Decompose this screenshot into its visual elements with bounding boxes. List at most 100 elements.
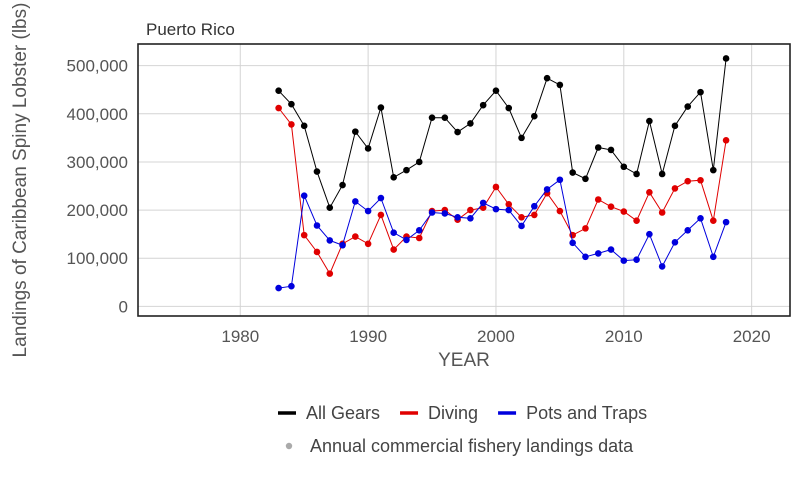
data-point: [492, 183, 500, 191]
data-point: [709, 253, 717, 261]
data-point: [697, 88, 704, 96]
data-point: [607, 146, 615, 154]
data-point: [505, 104, 513, 112]
y-axis-title: Landings of Caribbean Spiny Lobster (lbs…: [10, 3, 31, 358]
data-point: [428, 114, 436, 121]
data-point: [633, 217, 640, 224]
data-point: [300, 122, 308, 130]
legend-label: Pots and Traps: [526, 403, 647, 423]
data-point: [582, 253, 589, 261]
data-point: [275, 284, 282, 292]
data-point: [505, 201, 513, 208]
data-point: [556, 81, 564, 89]
data-point: [467, 206, 474, 214]
x-tick-label: 1990: [349, 327, 387, 346]
data-point: [505, 206, 513, 214]
legend-label: All Gears: [306, 403, 380, 423]
data-point: [377, 211, 385, 219]
legend-label: Diving: [428, 403, 478, 423]
data-point: [658, 209, 666, 216]
data-point: [543, 186, 551, 193]
data-point: [313, 248, 321, 256]
data-point: [518, 134, 525, 142]
panel-border: [137, 43, 791, 317]
legend-item: Pots and Traps: [498, 403, 647, 423]
data-point: [620, 208, 628, 215]
data-point: [531, 202, 538, 210]
data-point: [415, 227, 423, 234]
data-point: [582, 175, 589, 183]
data-point: [697, 176, 704, 184]
data-point: [479, 204, 487, 211]
data-point: [275, 104, 282, 112]
panel-title: Puerto Rico: [146, 20, 235, 39]
series-line-all-gears: [278, 58, 727, 209]
legend-note-marker: [285, 442, 293, 450]
series-pots-and-traps: [275, 176, 730, 292]
y-tick-label: 0: [119, 297, 128, 316]
data-point: [531, 112, 538, 120]
data-point: [531, 211, 538, 219]
data-point: [607, 203, 615, 211]
data-point: [633, 256, 640, 263]
data-point: [364, 145, 372, 152]
x-tick-label: 2020: [733, 327, 771, 346]
x-tick-label: 2010: [605, 327, 643, 346]
y-tick-label: 200,000: [67, 201, 128, 220]
data-point: [633, 170, 640, 178]
series-diving: [275, 104, 730, 277]
data-point: [646, 117, 653, 125]
data-point: [313, 168, 321, 175]
data-point: [556, 207, 564, 215]
data-point: [479, 199, 487, 207]
data-point: [684, 227, 692, 234]
data-point: [492, 205, 500, 213]
data-point: [377, 104, 385, 111]
data-point: [339, 181, 346, 189]
legend-item: Diving: [400, 403, 478, 423]
data-point: [326, 270, 334, 277]
data-point: [722, 55, 730, 62]
data-point: [594, 144, 602, 151]
x-tick-label: 1980: [221, 327, 259, 346]
x-axis-title: YEAR: [438, 350, 490, 371]
data-point: [467, 214, 474, 222]
legend: All Gears Diving Pots and Traps: [278, 403, 647, 423]
data-point: [390, 174, 397, 181]
data-point: [518, 222, 525, 230]
data-point: [288, 100, 295, 108]
data-point: [313, 222, 321, 229]
data-point: [467, 120, 474, 127]
data-point: [352, 233, 359, 240]
grid: [138, 44, 790, 316]
data-point: [607, 246, 615, 253]
data-point: [275, 87, 282, 94]
data-point: [352, 198, 359, 205]
data-point: [364, 207, 372, 215]
y-tick-label: 300,000: [67, 153, 128, 172]
data-point: [594, 196, 602, 203]
data-point: [403, 166, 410, 174]
series-layer: [275, 55, 730, 292]
x-tick-label: 2000: [477, 327, 515, 346]
data-point: [709, 166, 717, 174]
data-point: [339, 241, 346, 249]
legend-note: Annual commercial fishery landings data: [285, 436, 634, 456]
data-point: [352, 128, 359, 135]
series-line-pots-and-traps: [278, 178, 727, 289]
data-point: [403, 236, 410, 244]
data-point: [300, 231, 308, 239]
data-point: [671, 239, 679, 246]
data-point: [569, 239, 576, 247]
data-point: [709, 217, 717, 224]
data-point: [377, 194, 385, 202]
x-tick-labels: 1980 1990 2000 2010 2020: [221, 327, 770, 346]
data-point: [582, 225, 589, 232]
data-point: [454, 128, 461, 136]
data-point: [722, 136, 730, 144]
data-point: [594, 250, 602, 257]
y-tick-label: 500,000: [67, 57, 128, 76]
data-point: [697, 214, 704, 222]
legend-note-text: Annual commercial fishery landings data: [310, 436, 634, 456]
